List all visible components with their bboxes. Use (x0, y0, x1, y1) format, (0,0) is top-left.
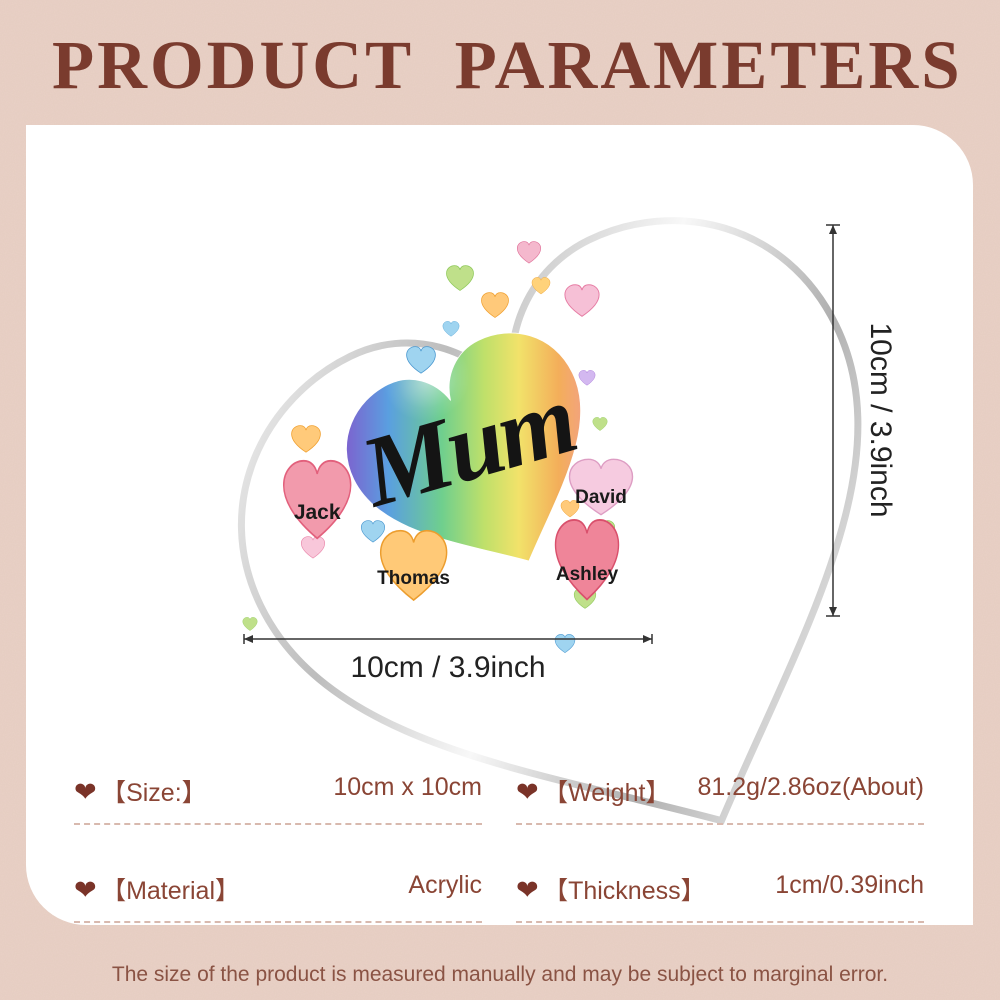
svg-text:Jack: Jack (294, 501, 341, 524)
svg-text:Ashley: Ashley (556, 564, 619, 585)
svg-text:10cm / 3.9inch: 10cm / 3.9inch (864, 322, 897, 517)
svg-text:David: David (575, 487, 627, 508)
svg-text:Thomas: Thomas (377, 568, 450, 589)
svg-text:10cm / 3.9inch: 10cm / 3.9inch (350, 651, 545, 684)
